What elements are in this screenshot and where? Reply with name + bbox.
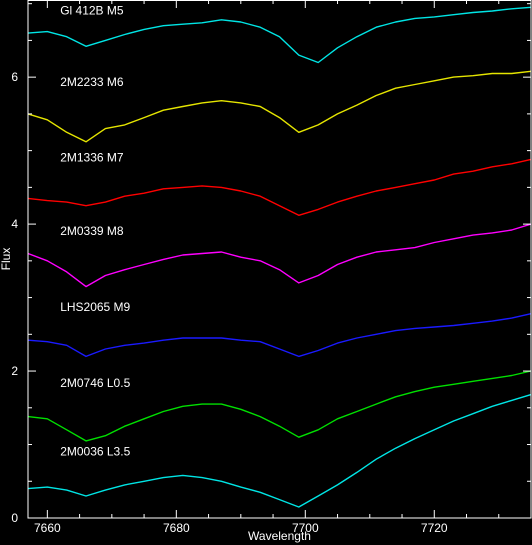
y-tick-label-3: 6	[11, 70, 18, 84]
x-tick-label-3: 7720	[421, 521, 448, 535]
y-axis-title: Flux	[0, 248, 13, 271]
series-label-4: LHS2065 M9	[60, 300, 130, 314]
series-label-3: 2M0339 M8	[60, 224, 124, 238]
series-line-0	[27, 6, 532, 64]
series-label-1: 2M2233 M6	[60, 75, 124, 89]
series-label-layer: Gl 412B M5 2M2233 M6 2M1336 M7 2M0339 M8 LHS…	[60, 4, 130, 459]
x-tick-label-2: 7700	[292, 521, 319, 535]
y-tick-label-2: 4	[11, 217, 18, 231]
x-tick-label-1: 7680	[163, 521, 190, 535]
y-tick-label-0: 0	[11, 511, 18, 525]
series-label-2: 2M1336 M7	[60, 151, 124, 165]
series-line-1	[27, 70, 532, 143]
series-layer	[27, 6, 532, 508]
series-line-4	[27, 313, 532, 358]
series-line-5	[27, 370, 532, 442]
series-line-6	[27, 393, 532, 508]
y-tick-label-1: 2	[11, 364, 18, 378]
x-axis-title: Wavelength	[248, 529, 311, 543]
series-label-6: 2M0036 L3.5	[60, 445, 130, 459]
plot-frame	[27, 0, 532, 519]
x-tick-label-0: 7660	[34, 521, 61, 535]
tick-layer: 7660 7680 7700 7720 0 2 4 6	[11, 0, 532, 535]
series-label-0: Gl 412B M5	[60, 4, 124, 18]
series-line-3	[27, 223, 532, 288]
series-line-2	[27, 158, 532, 217]
series-label-5: 2M0746 L0.5	[60, 376, 130, 390]
